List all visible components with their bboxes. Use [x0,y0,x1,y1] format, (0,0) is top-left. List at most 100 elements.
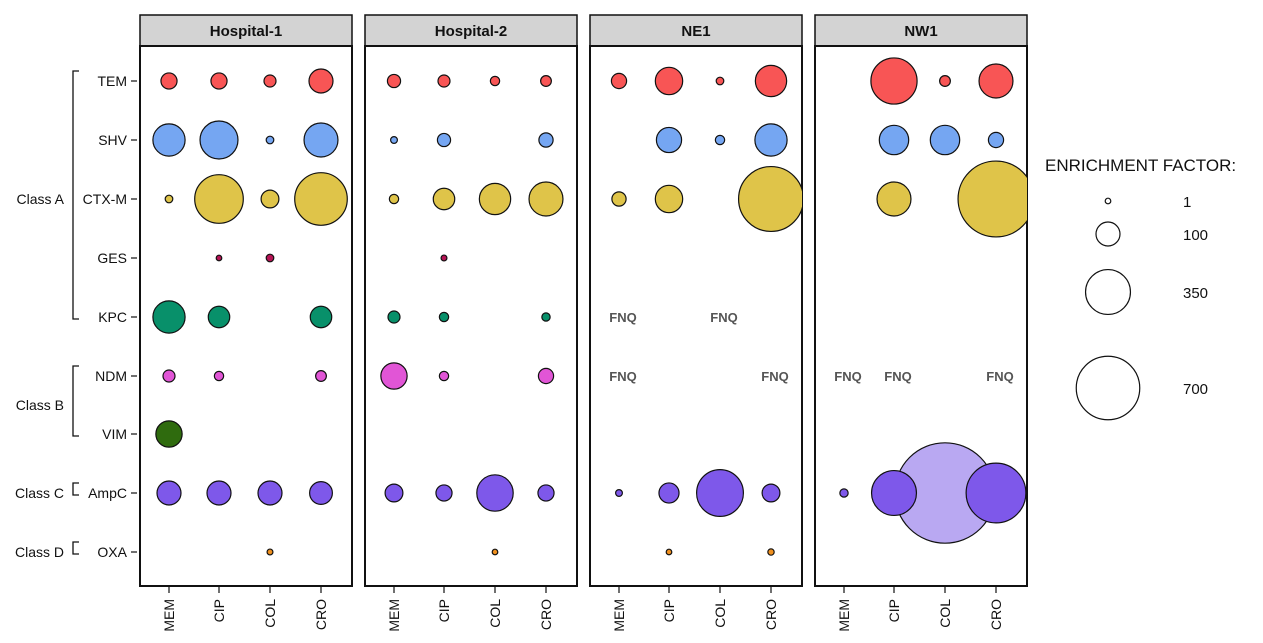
x-tick-label-hospital-1-col: COL [262,599,278,628]
bubble-hospital-1-ges-cip [215,254,223,262]
gene-label-oxa: OXA [97,544,127,560]
panel-header-bg-hospital-1 [139,14,353,47]
gene-class-brackets: Class A Class B Class C Class D [15,70,79,560]
x-tick-label-hospital-2-mem: MEM [386,599,402,632]
bubble-hospital-2-shv-mem [390,136,398,144]
bubble-ne1-shv-cip [655,126,683,154]
x-tick-label-ne1-mem: MEM [611,599,627,632]
class-bracket-class-b [72,365,79,437]
x-tick-label-ne1-cip: CIP [661,599,677,622]
bubble-ne1-shv-col [714,134,726,146]
x-tick-label-hospital-2-cip: CIP [436,599,452,622]
bubble-nw1-shv-cip [878,124,910,156]
x-tick-label-nw1-mem: MEM [836,599,852,632]
class-label-class-a: Class A [17,191,65,207]
bubble-hospital-1-ndm-cro [315,370,327,382]
panel-frame-hospital-1 [139,45,353,587]
bubble-ne1-tem-mem [610,72,628,90]
bubble-ne1-shv-cro [754,123,788,157]
bubble-ne1-oxa-cro [767,548,775,556]
x-tick-label-ne1-col: COL [712,599,728,628]
bubble-ne1-ctx-m-cro [737,165,802,233]
annotation-fnq: FNQ [609,310,636,325]
annotation-fnq: FNQ [986,369,1013,384]
legend-circle-1 [1104,197,1112,205]
bubble-ne1-ampc-cip [658,482,680,504]
bubble-hospital-2-kpc-cro [541,312,551,322]
bubble-hospital-1-ampc-mem [156,480,182,506]
annotation-fnq: FNQ [884,369,911,384]
panel-header-bg-ne1 [589,14,803,47]
gene-label-tem: TEM [97,73,127,89]
bubble-ne1-oxa-cip [665,548,673,556]
x-tick-label-hospital-2-col: COL [487,599,503,628]
bubble-hospital-1-ctx-m-mem [164,194,174,204]
panel-ne1: NE1 MEM CIP COL CRO [589,14,803,632]
class-label-class-c: Class C [15,485,64,501]
x-tick-label-hospital-2-cro: CRO [538,599,554,630]
bubble-ne1-ampc-cro [761,483,781,503]
bubble-ne1-ampc-mem [615,489,623,497]
bubble-hospital-1-ges-col [265,253,275,263]
bubble-hospital-2-ctx-m-col [478,182,512,216]
bubble-hospital-1-ctx-m-cip [194,174,244,224]
bubble-hospital-2-kpc-cip [438,311,450,323]
bubble-hospital-2-ndm-cip [438,370,450,382]
bubble-hospital-1-tem-cip [210,72,228,90]
bubble-hospital-1-ampc-cro [309,481,333,505]
gene-label-ges: GES [97,250,127,266]
bubble-hospital-1-ctx-m-col [260,189,280,209]
gene-label-kpc: KPC [98,309,127,325]
bubble-nw1-shv-cro [987,131,1005,149]
bubble-nw1-ampc-cip [870,469,918,517]
bubbles-hospital-2 [380,73,564,556]
bubble-hospital-1-ampc-col [257,480,283,506]
legend-title: ENRICHMENT FACTOR: [1045,156,1236,175]
size-legend: ENRICHMENT FACTOR: 1 100 350 700 [1045,156,1236,421]
panel-frame-nw1 [814,45,1028,587]
bubble-ne1-ctx-m-mem [611,191,627,207]
bubble-ne1-tem-cip [654,66,684,96]
legend-label-100: 100 [1183,227,1208,244]
bubble-hospital-1-tem-col [263,74,277,88]
bubble-hospital-1-shv-mem [152,123,186,157]
class-bracket-class-a [72,70,79,320]
panel-hospital-2: Hospital-2 MEM CIP COL CRO [364,14,578,632]
annotation-fnq: FNQ [834,369,861,384]
x-tick-label-nw1-cip: CIP [886,599,902,622]
bubble-nw1-tem-cro [978,63,1014,99]
bubble-nw1-shv-col [929,124,961,156]
bubble-nw1-tem-cip [870,57,918,105]
bubble-hospital-2-shv-cip [436,132,452,148]
bubble-hospital-2-ndm-mem [380,362,408,390]
class-label-class-d: Class D [15,544,64,560]
x-tick-label-nw1-col: COL [937,599,953,628]
facet-panels: Hospital-1 MEM CIP COL CRO Hospital-2 MEM CIP CO… [139,14,1028,632]
bubble-hospital-1-kpc-mem [152,300,186,334]
legend-circle-700 [1075,355,1141,421]
x-tick-label-ne1-cro: CRO [763,599,779,630]
x-tick-label-hospital-1-mem: MEM [161,599,177,632]
panel-title-ne1: NE1 [681,23,710,40]
panel-title-nw1: NW1 [904,23,937,40]
x-tick-label-nw1-cro: CRO [988,599,1004,630]
legend-circle-350 [1084,268,1132,316]
gene-label-ampc: AmpC [88,485,127,501]
legend-label-700: 700 [1183,381,1208,398]
bubble-hospital-1-oxa-col [266,548,274,556]
annotation-fnq: FNQ [761,369,788,384]
x-tick-label-hospital-1-cro: CRO [313,599,329,630]
gene-axis-labels: TEM SHV CTX-M GES KPC NDM VIM AmpC OXA [83,73,137,560]
panel-title-hospital-2: Hospital-2 [435,23,508,40]
panel-title-hospital-1: Hospital-1 [210,23,283,40]
bubble-hospital-2-kpc-mem [387,310,401,324]
bubble-ne1-tem-cro [754,64,788,98]
bubble-hospital-1-shv-cip [199,120,239,160]
class-bracket-class-c [72,482,79,496]
gene-label-shv: SHV [98,132,127,148]
bubble-hospital-2-tem-cro [540,75,552,87]
class-bracket-class-d [72,541,79,555]
bubble-nw1-tem-col [939,75,951,87]
panel-nw1: NW1 MEM CIP COL CRO [814,14,1028,632]
panel-frame-hospital-2 [364,45,578,587]
